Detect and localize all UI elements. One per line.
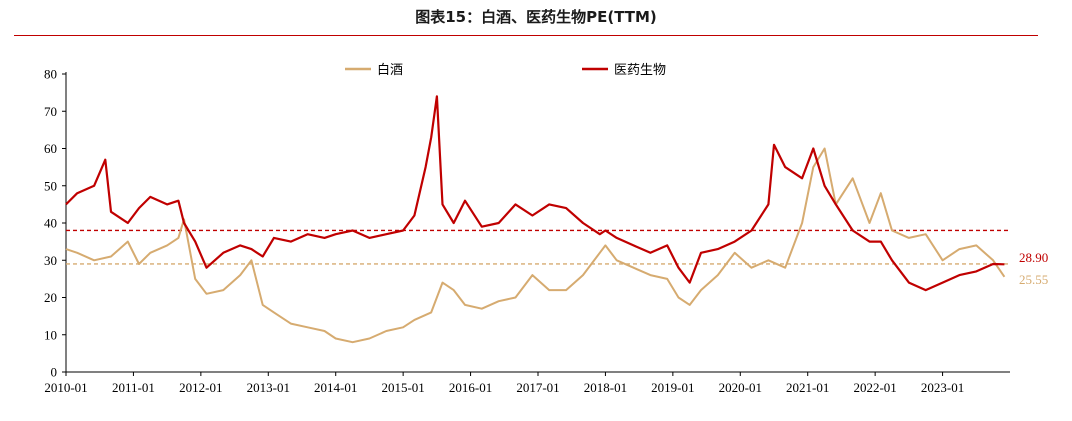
y-tick-label: 10 (44, 327, 57, 342)
x-tick-label: 2014-01 (314, 380, 357, 395)
x-tick-label: 2015-01 (381, 380, 424, 395)
x-tick-label: 2017-01 (516, 380, 559, 395)
end-label-pharma: 28.90 (1019, 250, 1048, 265)
y-tick-label: 40 (44, 216, 57, 231)
x-tick-label: 2022-01 (853, 380, 896, 395)
y-tick-label: 60 (44, 141, 57, 156)
end-label-baijiu: 25.55 (1019, 272, 1048, 287)
chart-title: 图表15：白酒、医药生物PE(TTM) (415, 8, 657, 26)
y-tick-label: 80 (44, 67, 57, 82)
y-tick-label: 30 (44, 253, 57, 268)
legend-label: 医药生物 (614, 63, 666, 78)
y-tick-label: 70 (44, 104, 57, 119)
end-labels: 28.90 25.55 (1019, 250, 1048, 287)
legend-label: 白酒 (377, 62, 403, 78)
legend: 白酒 医药生物 (345, 62, 666, 78)
title-underline (14, 35, 1038, 36)
axes: 0 10 20 30 40 50 60 70 80 2010-01 2011-01 2012-01 20… (44, 67, 1010, 395)
y-tick-label: 50 (44, 178, 57, 193)
reference-lines (66, 229, 1010, 265)
x-tick-label: 2021-01 (786, 380, 829, 395)
x-tick-label: 2018-01 (584, 380, 627, 395)
x-tick-label: 2019-01 (651, 380, 694, 395)
y-tick-label: 20 (44, 290, 57, 305)
series-lines (65, 95, 1006, 344)
x-tick-label: 2012-01 (179, 380, 222, 395)
series-line (65, 95, 1005, 292)
x-tick-label: 2023-01 (921, 380, 964, 395)
y-tick-label: 0 (51, 365, 58, 380)
x-tick-label: 2010-01 (44, 380, 87, 395)
x-tick-label: 2011-01 (112, 380, 155, 395)
series-line (65, 147, 1006, 344)
x-tick-label: 2016-01 (449, 380, 492, 395)
x-tick-label: 2013-01 (247, 380, 290, 395)
x-tick-label: 2020-01 (719, 380, 762, 395)
